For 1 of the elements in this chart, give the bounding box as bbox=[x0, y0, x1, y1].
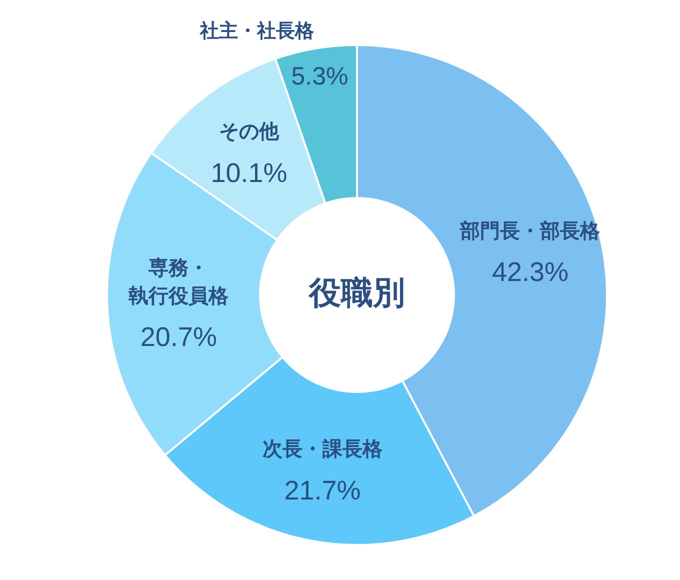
title: 役職別 bbox=[309, 274, 405, 310]
